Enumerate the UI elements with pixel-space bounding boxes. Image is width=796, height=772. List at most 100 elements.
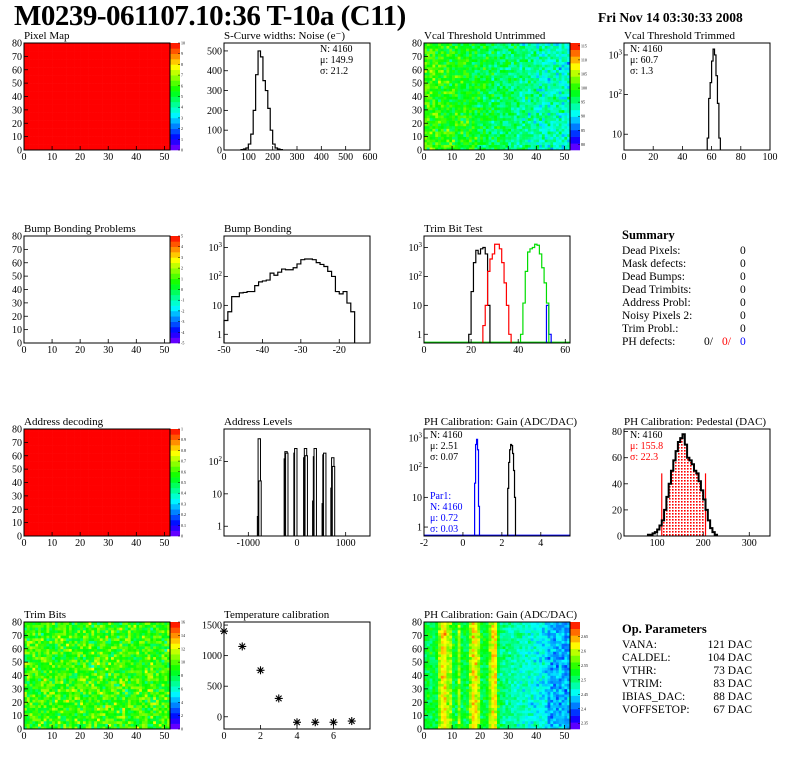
heatmap-cell [52, 479, 56, 483]
heatmap-cell [127, 139, 131, 143]
heatmap-cell [164, 48, 168, 52]
heatmap-cell [99, 136, 103, 140]
heatmap-cell [38, 490, 42, 494]
heatmap-cell [463, 101, 467, 105]
heatmap-cell [438, 93, 442, 97]
heatmap-cell [46, 91, 50, 95]
heatmap-cell [499, 77, 503, 81]
heatmap-cell [158, 80, 162, 84]
heatmap-cell [485, 56, 489, 60]
heatmap-cell [555, 77, 560, 81]
heatmap-cell [550, 69, 554, 73]
heatmap-cell [40, 533, 44, 537]
heatmap-cell [525, 51, 529, 54]
heatmap-cell [432, 133, 436, 137]
heatmap-cell [482, 109, 487, 113]
heatmap-cell [471, 139, 475, 143]
heatmap-cell [424, 104, 428, 108]
heatmap-cell [167, 96, 171, 100]
chart-title: Trim Bit Test [424, 223, 483, 235]
heatmap-cell [494, 112, 498, 116]
heatmap-cell [111, 128, 115, 132]
heatmap-cell [544, 45, 548, 49]
heatmap-cell [80, 112, 84, 116]
heatmap-cell [511, 101, 515, 105]
heatmap-cell [466, 128, 470, 132]
heatmap-cell [454, 85, 458, 89]
heatmap-cell [113, 88, 117, 92]
heatmap-cell [136, 112, 140, 116]
heatmap-cell [46, 133, 50, 137]
heatmap-cell [147, 112, 151, 116]
heatmap-cell [111, 77, 115, 81]
heatmap-cell [153, 115, 157, 119]
heatmap-cell [429, 147, 433, 151]
heatmap-cell [533, 104, 537, 108]
heatmap-cell [491, 144, 495, 148]
heatmap-cell [158, 104, 162, 108]
heatmap-cell [57, 530, 61, 534]
heatmap-cell [424, 67, 428, 71]
heatmap-cell [57, 533, 61, 537]
heatmap-cell [82, 107, 87, 111]
heatmap-cell [35, 514, 39, 518]
heatmap-cell [97, 85, 101, 89]
x-tick-label: 40 [131, 152, 141, 163]
heatmap-cell [460, 128, 464, 132]
heatmap-cell [161, 56, 165, 60]
heatmap-cell [158, 56, 162, 60]
heatmap-cell [147, 67, 151, 71]
heatmap-cell [49, 474, 53, 478]
heatmap-cell [125, 48, 129, 52]
heatmap-cell [466, 67, 470, 71]
heatmap-cell [43, 69, 47, 73]
heatmap-cell [477, 104, 481, 108]
heatmap-cell [43, 509, 47, 513]
heatmap-cell [491, 123, 495, 127]
heatmap-cell [505, 67, 509, 71]
heatmap-cell [38, 136, 42, 140]
heatmap-cell [530, 77, 534, 81]
heatmap-cell [530, 99, 534, 103]
chart-vcal-untrimmed: Vcal Threshold Untrimmed8085909510010511… [412, 30, 587, 163]
heatmap-cell [446, 109, 450, 113]
heatmap-cell [426, 53, 430, 57]
heatmap-cell [482, 139, 487, 143]
heatmap-cell [553, 45, 557, 49]
y-tick-label: 60 [412, 65, 422, 76]
heatmap-cell [40, 88, 44, 92]
heatmap-cell [40, 48, 44, 52]
heatmap-cell [97, 93, 101, 97]
heatmap-cell [440, 141, 444, 145]
heatmap-cell [52, 525, 56, 529]
heatmap-cell [125, 101, 129, 105]
heatmap-cell [46, 131, 50, 135]
heatmap-cell [519, 93, 523, 97]
heatmap-cell [530, 48, 534, 52]
heatmap-cell [91, 147, 95, 151]
heatmap-cell [91, 120, 95, 124]
heatmap-cell [449, 83, 453, 87]
heatmap-cell [46, 519, 50, 523]
heatmap-cells [24, 43, 171, 151]
heatmap-cell [150, 112, 154, 116]
heatmap-cell [502, 88, 506, 92]
heatmap-cell [564, 123, 568, 127]
heatmap-cell [35, 48, 39, 52]
heatmap-cell [116, 136, 120, 140]
heatmap-cell [468, 101, 473, 105]
heatmap-cell [485, 101, 489, 105]
heatmap-cell [57, 80, 61, 84]
heatmap-cell [127, 123, 131, 127]
heatmap-cell [130, 53, 134, 57]
heatmap-cell [122, 67, 126, 71]
heatmap-cell [150, 125, 154, 129]
heatmap-cell [516, 112, 520, 116]
heatmap-cell [443, 136, 447, 140]
heatmap-cell [43, 525, 47, 529]
heatmap-cell [105, 91, 109, 95]
stats-line: μ: 149.9 [320, 55, 353, 66]
heatmap-cell [505, 51, 509, 54]
heatmap-cell [116, 144, 120, 148]
